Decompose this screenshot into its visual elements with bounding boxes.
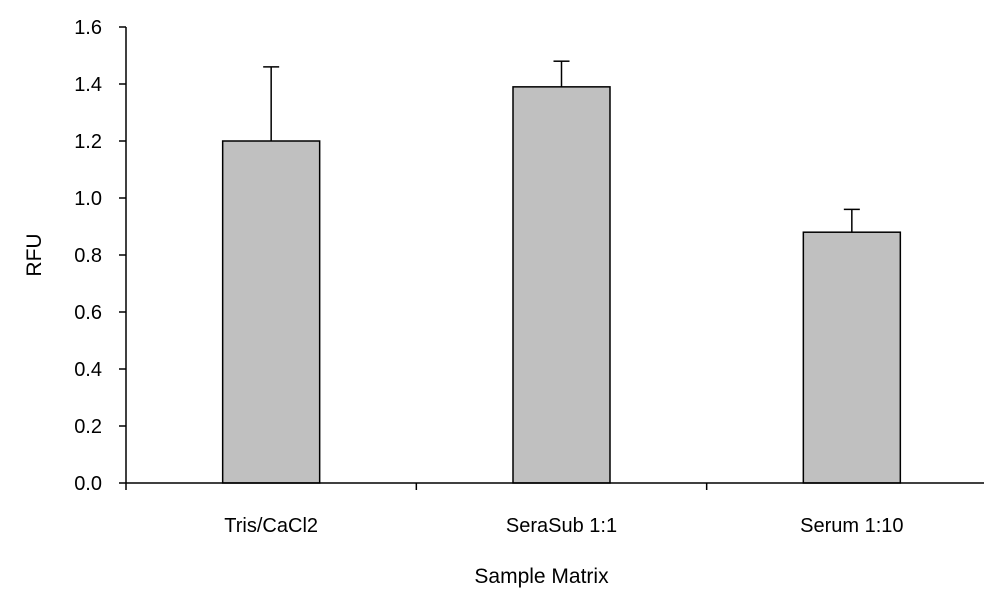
x-ticks: Tris/CaCl2 SeraSub 1:1 Serum 1:10 bbox=[125, 483, 904, 537]
y-tick-label: 0.4 bbox=[74, 359, 102, 381]
y-tick-label: 0.8 bbox=[74, 245, 102, 267]
error-bars-layer bbox=[263, 60, 860, 233]
bar bbox=[802, 231, 902, 484]
y-axis-title: RFU bbox=[23, 233, 46, 276]
x-tick-label: Tris/CaCl2 bbox=[224, 515, 318, 537]
y-tick-label: 0.2 bbox=[74, 416, 102, 438]
y-ticks: 0.0 0.2 0.4 0.6 0.8 1.0 1.2 1.4 1.6 bbox=[74, 17, 126, 495]
x-tick-label: Serum 1:10 bbox=[800, 515, 903, 537]
bar bbox=[221, 140, 321, 484]
y-tick-label: 0.0 bbox=[74, 473, 102, 495]
y-tick-label: 1.4 bbox=[74, 74, 102, 96]
bars-layer bbox=[221, 86, 902, 484]
y-tick-label: 1.0 bbox=[74, 188, 102, 210]
bar bbox=[512, 86, 611, 484]
y-tick-label: 1.6 bbox=[74, 17, 102, 39]
y-tick-label: 1.2 bbox=[74, 131, 102, 153]
y-tick-label: 0.6 bbox=[74, 302, 102, 324]
x-axis-title: Sample Matrix bbox=[474, 565, 609, 588]
x-tick-label: SeraSub 1:1 bbox=[506, 515, 617, 537]
